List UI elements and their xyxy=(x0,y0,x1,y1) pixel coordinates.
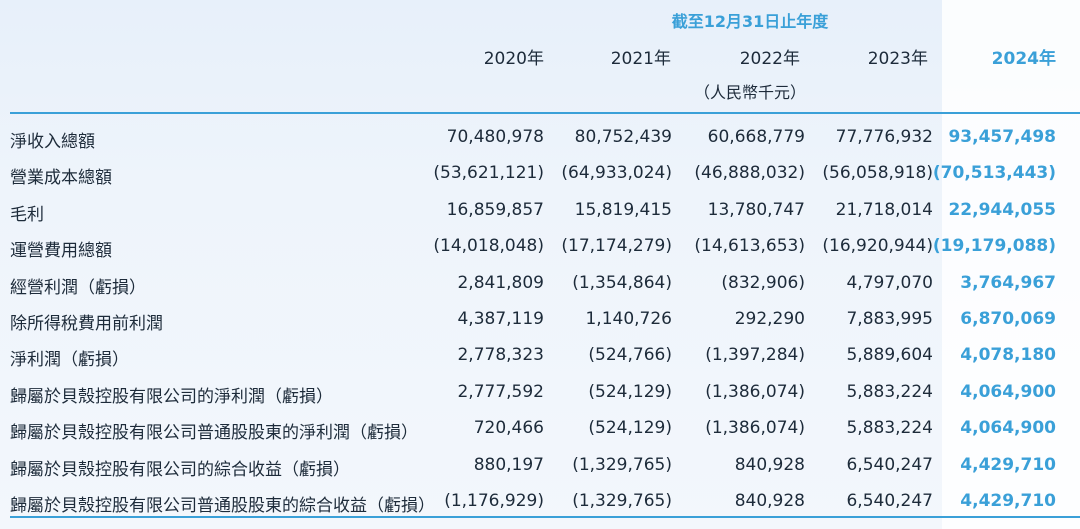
value-2023: (56,058,918) xyxy=(822,163,933,184)
year-header-2020: 2020年 xyxy=(483,49,544,69)
header-divider xyxy=(10,112,1080,114)
value-2024: 4,078,180 xyxy=(960,345,1056,366)
table-row: 淨利潤（虧損） 2,778,323 (524,766) (1,397,284) … xyxy=(0,339,1080,375)
value-2023: 7,883,995 xyxy=(846,308,933,329)
table-row: 除所得稅費用前利潤 4,387,119 1,140,726 292,290 7,… xyxy=(0,303,1080,339)
table-row: 經營利潤（虧損） 2,841,809 (1,354,864) (832,906)… xyxy=(0,267,1080,303)
value-2023: 77,776,932 xyxy=(835,127,933,147)
table-row: 淨收入總額 70,480,978 80,752,439 60,668,779 7… xyxy=(0,121,1080,157)
row-label: 淨收入總額 xyxy=(10,132,95,152)
value-2020: 2,841,809 xyxy=(457,272,544,293)
value-2022: 840,928 xyxy=(734,454,805,475)
year-header-2022: 2022年 xyxy=(739,49,800,69)
value-2021: 1,140,726 xyxy=(585,308,672,329)
year-header-2021: 2021年 xyxy=(610,49,671,69)
value-2020: 4,387,119 xyxy=(457,308,544,329)
value-2023: (16,920,944) xyxy=(822,236,933,257)
value-2020: (14,018,048) xyxy=(433,236,544,257)
unit-label: （人民幣千元） xyxy=(693,83,806,102)
row-label: 歸屬於貝殼控股有限公司普通股股東的綜合收益（虧損） xyxy=(10,495,435,516)
value-2024: 4,429,710 xyxy=(960,454,1056,475)
value-2021: (1,329,765) xyxy=(572,490,672,511)
value-2024: (19,179,088) xyxy=(932,236,1056,257)
row-label: 經營利潤（虧損） xyxy=(10,277,146,298)
table-row: 營業成本總額 (53,621,121) (64,933,024) (46,888… xyxy=(0,157,1080,193)
value-2023: 5,883,224 xyxy=(846,418,933,439)
value-2021: (524,129) xyxy=(588,418,672,439)
table-row: 運營費用總額 (14,018,048) (17,174,279) (14,613… xyxy=(0,230,1080,266)
row-label: 歸屬於貝殼控股有限公司的淨利潤（虧損） xyxy=(10,386,333,407)
value-2021: 15,819,415 xyxy=(574,199,672,220)
value-2021: (1,329,765) xyxy=(572,454,672,475)
row-label: 淨利潤（虧損） xyxy=(10,350,129,371)
value-2020: 70,480,978 xyxy=(446,127,544,147)
value-2023: 6,540,247 xyxy=(846,490,933,511)
value-2021: (524,129) xyxy=(588,381,672,402)
value-2022: 292,290 xyxy=(734,308,805,329)
value-2022: 60,668,779 xyxy=(707,127,805,147)
table-body: 淨收入總額 70,480,978 80,752,439 60,668,779 7… xyxy=(0,121,1080,521)
value-2020: 16,859,857 xyxy=(446,199,544,220)
value-2023: 5,883,224 xyxy=(846,381,933,402)
value-2020: 720,466 xyxy=(473,418,544,439)
value-2022: (14,613,653) xyxy=(694,236,805,257)
row-label: 毛利 xyxy=(10,204,44,225)
highlight-column-2024 xyxy=(942,0,1080,529)
value-2021: (64,933,024) xyxy=(561,163,672,184)
row-label: 營業成本總額 xyxy=(10,168,112,189)
row-label: 除所得稅費用前利潤 xyxy=(10,313,163,334)
value-2024: 6,870,069 xyxy=(960,308,1056,329)
value-2024: (70,513,443) xyxy=(932,163,1056,184)
value-2023: 21,718,014 xyxy=(835,199,933,220)
row-label: 運營費用總額 xyxy=(10,241,112,262)
value-2022: (1,397,284) xyxy=(705,345,805,366)
value-2020: (53,621,121) xyxy=(433,163,544,184)
footer-divider xyxy=(10,516,1080,518)
table-row: 歸屬於貝殼控股有限公司的淨利潤（虧損） 2,777,592 (524,129) … xyxy=(0,376,1080,412)
value-2023: 6,540,247 xyxy=(846,454,933,475)
year-header-row: 2020年 2021年 2022年 2023年 2024年 xyxy=(0,44,1080,70)
row-label: 歸屬於貝殼控股有限公司普通股股東的淨利潤（虧損） xyxy=(10,423,418,444)
value-2021: 80,752,439 xyxy=(574,127,672,147)
table-row: 毛利 16,859,857 15,819,415 13,780,747 21,7… xyxy=(0,194,1080,230)
value-2022: 840,928 xyxy=(734,490,805,511)
value-2022: (46,888,032) xyxy=(694,163,805,184)
value-2022: (1,386,074) xyxy=(705,418,805,439)
value-2024: 93,457,498 xyxy=(948,127,1056,147)
value-2021: (1,354,864) xyxy=(572,272,672,293)
value-2022: (832,906) xyxy=(721,272,805,293)
value-2024: 4,064,900 xyxy=(960,418,1056,439)
value-2022: 13,780,747 xyxy=(707,199,805,220)
period-heading: 截至12月31日止年度 xyxy=(671,12,829,31)
table-row: 歸屬於貝殼控股有限公司普通股股東的淨利潤（虧損） 720,466 (524,12… xyxy=(0,412,1080,448)
value-2020: 2,777,592 xyxy=(457,381,544,402)
value-2021: (17,174,279) xyxy=(561,236,672,257)
value-2023: 5,889,604 xyxy=(846,345,933,366)
value-2021: (524,766) xyxy=(588,345,672,366)
value-2023: 4,797,070 xyxy=(846,272,933,293)
value-2024: 22,944,055 xyxy=(948,199,1056,220)
value-2020: 880,197 xyxy=(473,454,544,475)
table-row: 歸屬於貝殼控股有限公司的綜合收益（虧損） 880,197 (1,329,765)… xyxy=(0,449,1080,485)
year-header-2024: 2024年 xyxy=(991,49,1056,69)
year-header-2023: 2023年 xyxy=(867,49,928,69)
value-2020: (1,176,929) xyxy=(444,490,544,511)
value-2020: 2,778,323 xyxy=(457,345,544,366)
row-label: 歸屬於貝殼控股有限公司的綜合收益（虧損） xyxy=(10,459,350,480)
value-2024: 3,764,967 xyxy=(960,272,1056,293)
value-2024: 4,429,710 xyxy=(960,490,1056,511)
value-2024: 4,064,900 xyxy=(960,381,1056,402)
table-row: 歸屬於貝殼控股有限公司普通股股東的綜合收益（虧損） (1,176,929) (1… xyxy=(0,485,1080,521)
value-2022: (1,386,074) xyxy=(705,381,805,402)
